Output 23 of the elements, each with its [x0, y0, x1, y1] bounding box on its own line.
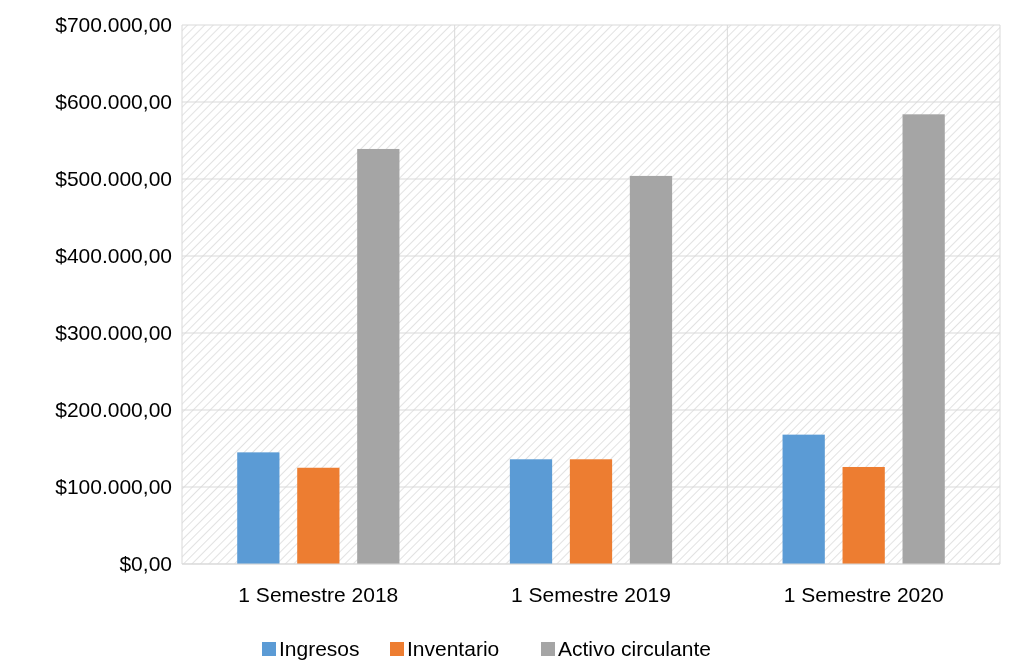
bar	[629, 175, 673, 564]
x-tick-label: 1 Semestre 2020	[783, 583, 944, 606]
bar	[237, 452, 280, 564]
bar	[569, 459, 613, 564]
legend-label: Inventario	[407, 637, 500, 661]
legend-label: Ingresos	[279, 637, 360, 661]
y-tick-label: $500.000,00	[55, 167, 172, 191]
y-tick-label: $300.000,00	[55, 321, 172, 345]
x-tick-label: 1 Semestre 2019	[511, 583, 671, 606]
bar	[782, 434, 825, 564]
bar	[902, 114, 945, 564]
bar	[842, 466, 885, 564]
x-tick-label: 1 Semestre 2018	[238, 583, 399, 606]
bar	[357, 148, 400, 564]
y-tick-label: $100.000,00	[55, 475, 172, 499]
legend-label: Activo circulante	[558, 637, 711, 661]
y-tick-label: $200.000,00	[55, 398, 172, 422]
y-tick-label: $0,00	[119, 552, 172, 576]
y-tick-label: $600.000,00	[55, 90, 172, 114]
bar	[297, 467, 340, 564]
y-tick-label: $700.000,00	[55, 13, 172, 37]
bar	[509, 459, 553, 564]
y-tick-label: $400.000,00	[55, 244, 172, 268]
